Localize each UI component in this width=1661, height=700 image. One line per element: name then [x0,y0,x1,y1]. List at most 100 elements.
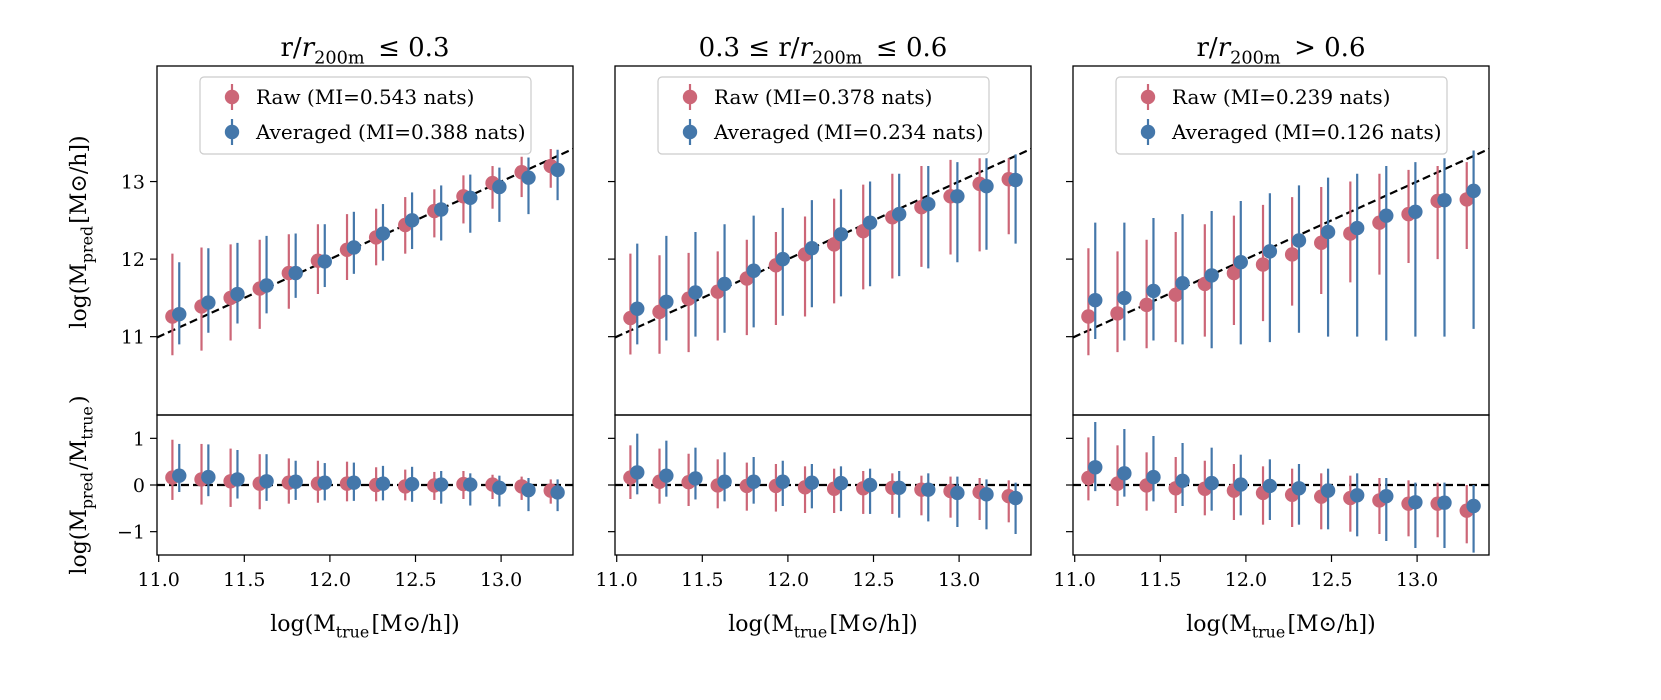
x-tick-label: 11.5 [681,569,723,591]
top-plot-area [157,147,573,356]
averaged-point [1291,233,1307,248]
raw-point [1081,309,1096,324]
averaged-point [659,294,674,309]
averaged-ratio-point [317,475,332,490]
averaged-ratio-point [950,485,965,501]
legend-raw-marker [682,89,698,105]
averaged-ratio-point [404,476,420,492]
averaged-point [1466,183,1481,199]
averaged-ratio-point [1437,495,1452,510]
title-subscript: 200m [812,48,863,68]
averaged-point [1437,192,1452,208]
label-part: /M [67,440,92,470]
averaged-point [259,278,274,293]
label-part: log(M [1186,612,1251,637]
label-part: [M⊙/h]) [67,135,92,223]
averaged-point [550,162,565,178]
averaged-ratio-point [463,477,478,492]
panel-title: 0.3 ≤ r/r200m ≤ 0.6 [699,33,948,68]
title-part: > 0.6 [1286,33,1366,63]
averaged-ratio-point [1379,489,1394,504]
averaged-point [833,227,849,242]
one-to-one-line [1073,147,1489,339]
averaged-ratio-point [346,475,362,490]
averaged-ratio-point [1291,481,1307,496]
label-part: log(M [67,509,92,574]
averaged-point [1204,268,1219,283]
averaged-ratio-point [746,474,761,489]
x-tick-label: 13.0 [1396,569,1438,591]
x-axis-label: log(Mtrue [M⊙/h]) [728,612,917,642]
averaged-point [172,306,187,322]
panel-1: r/r200m ≤ 0.3 11 12 13 −1 0 1 11.0 11.5 12.0 12.5 1… [117,33,574,642]
y-tick-label-bottom: 0 [133,475,145,497]
averaged-ratio-point [492,480,507,495]
averaged-point [979,179,994,194]
panel-title: r/r200m > 0.6 [1196,33,1365,68]
legend-box [657,76,990,155]
averaged-point [288,265,303,281]
title-part: r [800,33,814,63]
x-tick-label: 13.0 [480,569,522,591]
label-part: ) [67,395,92,404]
panel-2: 0.3 ≤ r/r200m ≤ 0.6 11.0 11.5 12.0 12.5 13.0 l… [596,33,1032,642]
x-tick-label: 12.5 [852,569,894,591]
legend-averaged-marker [1140,124,1156,140]
x-tick-label: 11.5 [223,569,265,591]
averaged-ratio-point [862,477,878,493]
y-axis-label-top: log(Mpred [M⊙/h]) [67,135,97,328]
averaged-ratio-point [172,468,187,483]
title-part: r [1218,33,1232,63]
averaged-point [433,202,449,217]
averaged-ratio-point [521,482,536,498]
averaged-ratio-point [550,485,565,500]
title-part: r/ [1196,33,1217,63]
legend-averaged-label: Averaged (MI=0.234 nats) [713,120,984,144]
legend: Raw (MI=0.543 nats) Averaged (MI=0.388 na… [199,76,532,155]
raw-point [1314,235,1329,251]
label-part: [M⊙/h]) [829,612,917,637]
averaged-ratio-point [433,477,449,492]
averaged-ratio-point [1349,488,1365,503]
raw-point [1139,297,1154,313]
averaged-ratio-point [201,469,216,485]
averaged-ratio-point [1146,469,1161,485]
label-part: log(M [728,612,793,637]
averaged-ratio-point [230,472,245,487]
y-tick-label-top: 12 [121,249,145,271]
averaged-ratio-point [1088,460,1103,475]
label-subscript: true [78,406,97,440]
raw-point [826,237,842,252]
averaged-ratio-point [288,474,303,489]
x-tick-label: 12.5 [394,569,436,591]
label-part: log(M [67,263,92,328]
raw-ratio-point [1110,476,1125,491]
averaged-point [1175,275,1190,291]
averaged-point [1408,204,1423,220]
averaged-point [463,190,478,206]
averaged-point [346,240,362,255]
averaged-point [1320,224,1336,240]
averaged-point [804,241,820,256]
label-subscript: true [794,623,828,642]
legend-averaged-marker [224,124,240,140]
x-tick-label: 12.0 [767,569,809,591]
x-tick-label: 12.0 [309,569,351,591]
averaged-point [1146,283,1161,299]
legend-raw-marker [224,89,240,105]
x-tick-label: 11.0 [1054,569,1096,591]
one-to-one-line [615,147,1031,339]
label-subscript: pred [78,472,97,509]
x-tick-label: 12.5 [1310,569,1352,591]
averaged-ratio-point [1008,490,1023,506]
bottom-plot-area [1073,422,1489,553]
y-tick-label-bottom: 1 [133,428,145,450]
averaged-ratio-point [979,487,994,502]
averaged-point [717,276,732,292]
label-part: log(M [270,612,335,637]
label-subscript: true [1252,623,1286,642]
averaged-ratio-point [688,471,703,486]
averaged-point [688,285,703,300]
averaged-ratio-point [1320,483,1336,498]
averaged-point [950,189,965,204]
